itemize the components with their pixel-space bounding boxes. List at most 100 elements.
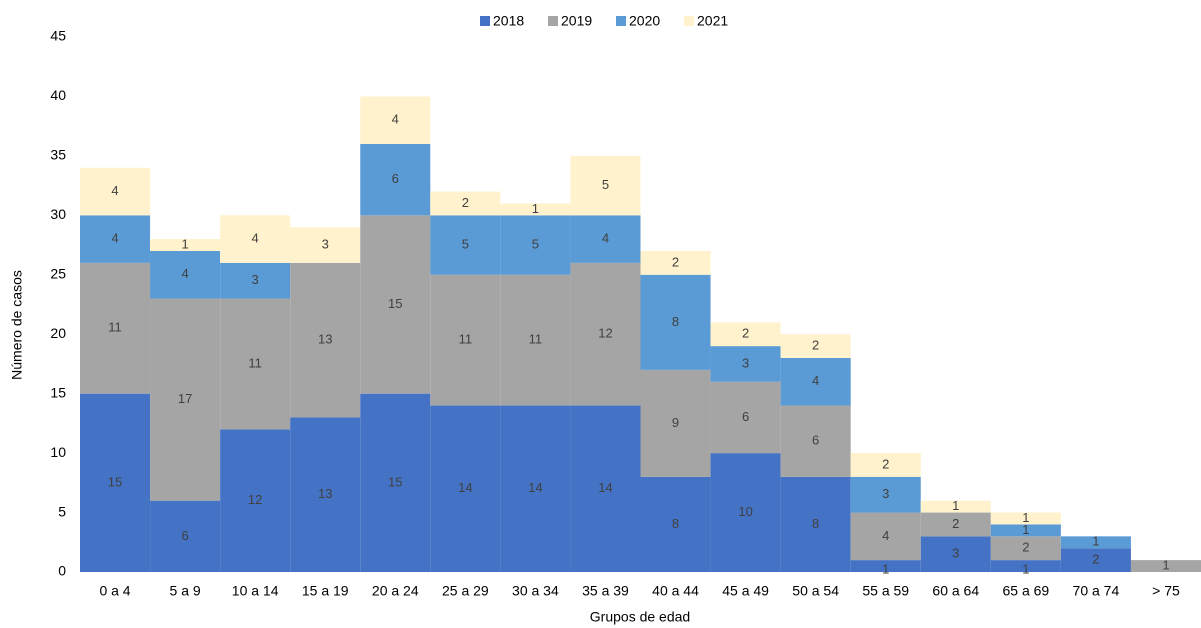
bar-segment xyxy=(150,251,221,299)
bar-segment xyxy=(430,405,501,572)
bar-segment xyxy=(990,560,1061,572)
x-tick-label: 40 a 44 xyxy=(652,583,699,599)
bar-segment xyxy=(990,512,1061,525)
data-label: 1 xyxy=(882,561,889,576)
bar-segment xyxy=(1130,560,1201,572)
bar-segment xyxy=(990,536,1061,561)
bar-segment xyxy=(1060,536,1131,549)
x-tick-label: 65 a 69 xyxy=(1002,583,1049,599)
data-label: 4 xyxy=(812,373,819,388)
bar-segment xyxy=(570,262,641,406)
x-tick-label: 55 a 59 xyxy=(862,583,909,599)
bar-segment xyxy=(850,453,921,477)
bar-segment xyxy=(990,524,1061,537)
bar-segment xyxy=(360,96,431,144)
bar-segment xyxy=(710,346,781,382)
bar-segment xyxy=(920,512,991,537)
data-label: 1 xyxy=(1162,557,1169,572)
data-label: 14 xyxy=(458,480,472,495)
data-label: 4 xyxy=(392,112,399,127)
y-tick-label: 35 xyxy=(50,147,66,163)
bar-segment xyxy=(360,215,431,394)
x-tick-label: 0 a 4 xyxy=(99,583,130,599)
y-tick-label: 30 xyxy=(50,206,66,222)
data-label: 11 xyxy=(108,320,122,335)
bar-segment xyxy=(570,405,641,572)
data-label: 1 xyxy=(952,498,959,513)
data-label: 1 xyxy=(1022,510,1029,525)
data-label: 10 xyxy=(738,504,752,519)
x-tick-label: 10 a 14 xyxy=(232,583,279,599)
x-tick-label: 45 a 49 xyxy=(722,583,769,599)
bar-segment xyxy=(430,191,501,216)
data-label: 3 xyxy=(252,272,259,287)
legend-swatch xyxy=(616,16,626,26)
legend-label: 2019 xyxy=(561,13,592,29)
data-label: 3 xyxy=(882,486,889,501)
x-tick-label: 15 a 19 xyxy=(302,583,349,599)
y-tick-label: 15 xyxy=(50,384,66,400)
data-label: 2 xyxy=(952,516,959,531)
legend-label: 2018 xyxy=(493,13,524,29)
data-label: 11 xyxy=(529,332,543,347)
data-label: 4 xyxy=(882,528,889,543)
x-tick-label: 70 a 74 xyxy=(1073,583,1120,599)
bar-segment xyxy=(80,393,151,572)
bar-segment xyxy=(920,536,991,572)
data-label: 2 xyxy=(1092,552,1099,567)
x-tick-label: > 75 xyxy=(1152,583,1180,599)
bar-segment xyxy=(640,476,711,572)
bar-segment xyxy=(220,215,291,263)
bar-segment xyxy=(780,476,851,572)
bar-segment xyxy=(500,274,571,406)
legend-swatch xyxy=(548,16,558,26)
data-label: 3 xyxy=(322,236,329,251)
bar-segment xyxy=(80,167,151,216)
data-label: 13 xyxy=(318,332,332,347)
data-label: 8 xyxy=(672,314,679,329)
bar-segment xyxy=(80,262,151,394)
bar-segment xyxy=(640,274,711,370)
bar-segment xyxy=(570,155,641,216)
data-label: 12 xyxy=(248,492,262,507)
x-tick-label: 20 a 24 xyxy=(372,583,419,599)
bar-segment xyxy=(570,215,641,263)
data-label: 1 xyxy=(181,236,188,251)
data-label: 17 xyxy=(178,391,192,406)
bar-segment xyxy=(1060,548,1131,572)
data-label: 8 xyxy=(672,516,679,531)
bar-segment xyxy=(500,405,571,572)
bar-segment xyxy=(360,144,431,216)
bar-segment xyxy=(780,358,851,406)
data-label: 4 xyxy=(181,266,188,281)
x-axis-title: Grupos de edad xyxy=(590,609,690,625)
bar-segment xyxy=(850,512,921,561)
data-label: 2 xyxy=(1022,540,1029,555)
y-tick-label: 10 xyxy=(50,444,66,460)
bar-segment xyxy=(360,393,431,572)
data-label: 15 xyxy=(388,474,402,489)
data-label: 5 xyxy=(462,236,469,251)
bar-segment xyxy=(850,476,921,513)
bar-segment xyxy=(290,262,361,418)
data-label: 3 xyxy=(742,355,749,370)
y-tick-label: 5 xyxy=(58,503,66,519)
data-label: 4 xyxy=(602,231,609,246)
data-label: 1 xyxy=(532,201,539,216)
legend-swatch xyxy=(480,16,490,26)
bar-segment xyxy=(500,215,571,275)
data-label: 11 xyxy=(248,355,262,370)
bar-segment xyxy=(500,203,571,216)
legend-swatch xyxy=(684,16,694,26)
y-tick-label: 20 xyxy=(50,325,66,341)
x-tick-label: 30 a 34 xyxy=(512,583,559,599)
x-tick-label: 5 a 9 xyxy=(170,583,201,599)
data-label: 6 xyxy=(742,409,749,424)
data-label: 13 xyxy=(318,486,332,501)
bar-segment xyxy=(640,251,711,275)
data-label: 14 xyxy=(598,480,612,495)
data-label: 3 xyxy=(952,546,959,561)
data-label: 2 xyxy=(672,254,679,269)
bar-segment xyxy=(220,298,291,430)
